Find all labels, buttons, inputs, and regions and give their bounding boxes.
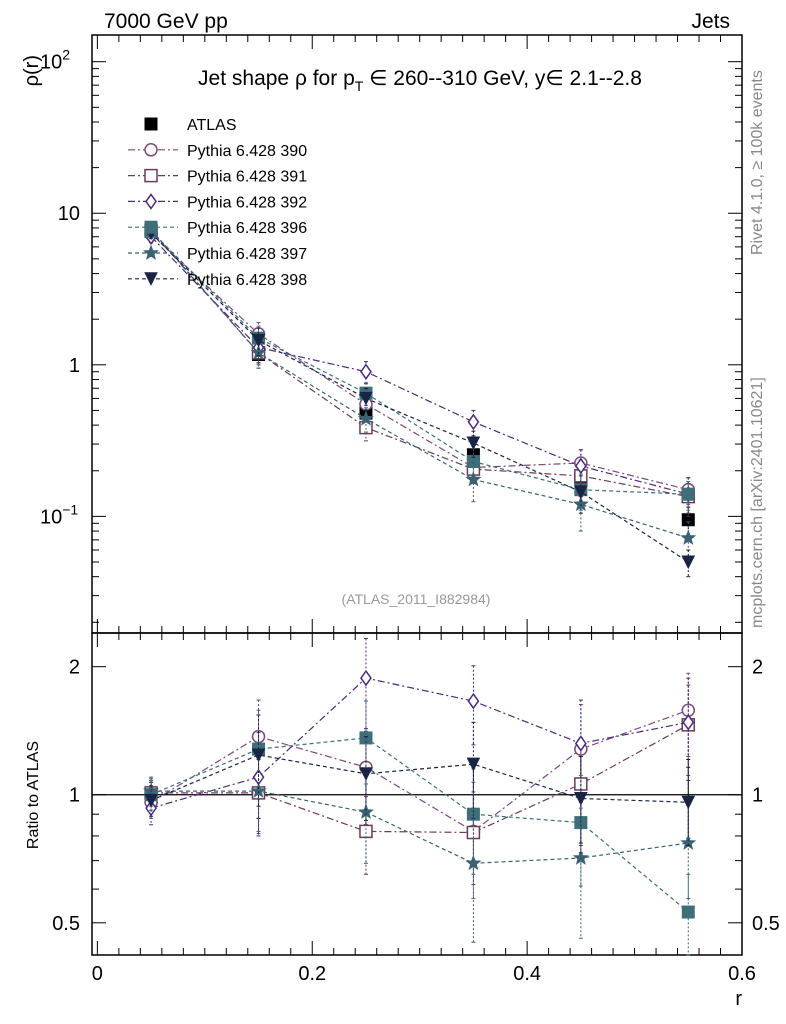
ratio-ytick-label-right: 1 <box>752 785 763 807</box>
ratio-series-line-pythia-6-428-396 <box>150 737 689 913</box>
analysis-watermark: (ATLAS_2011_I882984) <box>342 591 491 607</box>
ratio-ytick-label: 2 <box>69 657 80 679</box>
main-point-pythia-6-428-398 <box>466 436 481 451</box>
ratio-point-pythia-6-428-397 <box>465 854 482 871</box>
ratio-series-line-pythia-6-428-391 <box>151 724 689 834</box>
main-point-pythia-6-428-398 <box>251 333 266 348</box>
ratio-series-line-pythia-6-428-398 <box>150 754 689 803</box>
ratio-point-pythia-6-428-398 <box>574 791 588 806</box>
ratio-point-pythia-6-428-398 <box>681 795 696 810</box>
main-point-pythia-6-428-397 <box>680 529 697 545</box>
legend-marker-pythia-6-428-397 <box>142 244 160 260</box>
ratio-point-pythia-6-428-397 <box>680 834 697 850</box>
ratio-xtick-label: 0.4 <box>513 963 541 985</box>
legend-label-pythia-6-428-390: Pythia 6.428 390 <box>187 143 307 160</box>
main-series-line-pythia-6-428-391 <box>150 230 689 498</box>
ratio-point-pythia-6-428-398 <box>359 767 373 781</box>
main-series-line-pythia-6-428-396 <box>150 230 689 495</box>
main-title-subscript: T <box>355 78 364 94</box>
legend-label-pythia-6-428-396: Pythia 6.428 396 <box>187 220 307 237</box>
main-point-pythia-6-428-392 <box>360 363 372 381</box>
legend-marker-pythia-6-428-396 <box>144 220 158 234</box>
ratio-xtick-label: 0 <box>92 963 103 985</box>
mcplots-label: mcplots.cern.ch [arXiv:2401.10621] <box>749 377 766 628</box>
legend-marker-pythia-6-428-391 <box>144 168 158 183</box>
legend-marker-pythia-6-428-390 <box>144 143 158 157</box>
main-point-pythia-6-428-392 <box>574 457 587 475</box>
ratio-point-pythia-6-428-397 <box>250 782 267 798</box>
main-series-line-pythia-6-428-390 <box>150 233 689 491</box>
ratio-series-line-pythia-6-428-390 <box>150 709 689 833</box>
ratio-ytick-label-right: 2 <box>752 657 763 679</box>
ratio-point-pythia-6-428-397 <box>357 803 374 819</box>
legend-marker-pythia-6-428-398 <box>144 272 158 286</box>
ratio-point-pythia-6-428-397 <box>572 849 589 865</box>
legend-label-pythia-6-428-391: Pythia 6.428 391 <box>187 169 307 186</box>
legend-label-pythia-6-428-392: Pythia 6.428 392 <box>187 194 307 211</box>
ratio-point-pythia-6-428-398 <box>144 793 158 808</box>
legend-label-pythia-6-428-398: Pythia 6.428 398 <box>187 272 307 289</box>
legend: ATLAS Pythia 6.428 390 Pythia 6.428 391 Pyt… <box>128 117 307 289</box>
ratio-point-pythia-6-428-392 <box>682 714 695 731</box>
ratio-ytick-label: 0.5 <box>52 913 80 935</box>
legend-label-pythia-6-428-397: Pythia 6.428 397 <box>187 246 307 263</box>
ratio-point-pythia-6-428-396 <box>681 905 695 919</box>
ratio-ylabel: Ratio to ATLAS <box>25 741 42 849</box>
ratio-panel-frame <box>91 632 743 956</box>
main-point-pythia-6-428-398 <box>574 485 588 500</box>
main-title: Jet shape ρ for pT ∈ 260--310 GeV, y∈ 2.… <box>198 67 642 94</box>
main-point-pythia-6-428-397 <box>465 471 482 487</box>
ratio-point-pythia-6-428-398 <box>466 757 481 772</box>
rivet-version-label: Rivet 4.1.0, ≥ 100k events <box>749 70 766 255</box>
main-point-pythia-6-428-397 <box>357 410 374 426</box>
main-ytick-label: 10−1 <box>40 501 78 528</box>
header-collision-label: 7000 GeV pp <box>104 10 228 33</box>
main-ytick-label: 1 <box>69 355 80 377</box>
ratio-series-group <box>143 637 697 956</box>
main-point-pythia-6-428-392 <box>467 413 480 431</box>
ratio-series-line-pythia-6-428-397 <box>151 790 689 864</box>
main-point-pythia-6-428-398 <box>681 555 696 570</box>
ratio-point-pythia-6-428-392 <box>574 735 587 752</box>
main-series-line-pythia-6-428-398 <box>150 232 689 563</box>
main-title-prefix: Jet shape ρ for p <box>198 67 355 90</box>
ratio-point-pythia-6-428-391 <box>359 824 373 839</box>
ratio-xtick-label: 0.6 <box>728 963 756 985</box>
main-ytick-label: 102 <box>40 47 70 74</box>
main-point-pythia-6-428-396 <box>681 487 695 501</box>
main-point-pythia-6-428-398 <box>359 391 373 406</box>
ratio-ytick-label-right: 0.5 <box>752 913 780 935</box>
main-point-pythia-6-428-397 <box>572 496 589 512</box>
main-ytick-label: 10 <box>58 203 80 225</box>
legend-marker-pythia-6-428-392 <box>145 193 157 210</box>
ratio-xtick-label: 0.2 <box>298 963 326 985</box>
ratio-axis-ticks: 0.5 0.5 1 1 2 2 0 0.2 0.4 0.6 <box>52 633 780 985</box>
main-series-line-pythia-6-428-397 <box>150 229 689 539</box>
ratio-ytick-label: 1 <box>69 785 80 807</box>
main-title-suffix: ∈ 260--310 GeV, y∈ 2.1--2.8 <box>363 67 642 90</box>
ratio-point-pythia-6-428-398 <box>251 748 266 763</box>
ratio-series-line-pythia-6-428-392 <box>150 677 689 809</box>
header-category-label: Jets <box>691 10 730 33</box>
legend-marker-atlas <box>144 117 158 131</box>
ratio-xlabel: r <box>735 988 742 1010</box>
legend-label-atlas: ATLAS <box>187 117 237 134</box>
main-ylabel: ρ(r) <box>21 55 43 86</box>
ratio-point-pythia-6-428-392 <box>360 669 372 687</box>
ratio-point-pythia-6-428-392 <box>467 692 480 710</box>
main-series-group <box>143 221 697 578</box>
main-axis-ticks: 10−1 1 10 102 <box>40 35 743 633</box>
